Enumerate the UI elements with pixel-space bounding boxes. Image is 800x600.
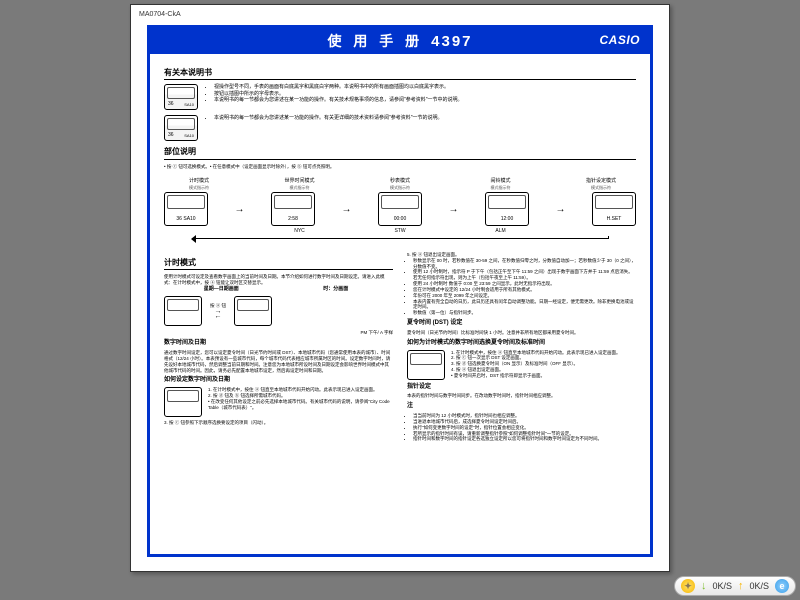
manual-title: 使 用 手 册 bbox=[327, 31, 423, 51]
notes-header: 注 bbox=[407, 403, 636, 411]
about-bullets-2: 本说明书的每一节都会为您讲述某一功能的操作。有关更详细的技术资料请参阅"参考资料… bbox=[206, 115, 443, 141]
dst-header: 夏令时间 (DST) 设定 bbox=[407, 320, 636, 328]
brand-logo: CASIO bbox=[599, 33, 640, 47]
return-arrow bbox=[192, 238, 607, 244]
mode-watch-3: 00:00 bbox=[378, 192, 422, 226]
document-page: MA0704-CkA 使 用 手 册 4397 CASIO 有关本说明书 SA1… bbox=[130, 4, 670, 572]
digital-time-header: 数字时间及日期 bbox=[164, 340, 393, 348]
model-number: 4397 bbox=[431, 33, 472, 50]
globe-icon[interactable]: e bbox=[775, 579, 789, 593]
upload-speed: 0K/S bbox=[749, 581, 769, 591]
mode-watch-4: 12:00 bbox=[485, 192, 529, 226]
title-band: 使 用 手 册 4397 CASIO bbox=[150, 28, 650, 54]
mini-watch-left bbox=[164, 296, 202, 326]
page-content: 有关本说明书 SA10 视操作型号不同，手表的画面有白底黑字和黑底白字两种。本说… bbox=[150, 54, 650, 450]
mode-watch-1: 36 SA10 bbox=[164, 192, 208, 226]
arrow-icon: → bbox=[235, 203, 245, 216]
section-about-header: 有关本说明书 bbox=[164, 68, 636, 80]
doc-id-label: MA0704-CkA bbox=[139, 11, 181, 18]
notes-list: 当当前时间为 12 小时模式时，指针时间也相应调整。 当进退本地城市代码后，成选… bbox=[407, 413, 636, 442]
status-bar: ✦ ↓ 0K/S ↑ 0K/S e bbox=[674, 576, 796, 596]
arrow-icon: → bbox=[342, 203, 352, 216]
section-parts-header: 部位说明 bbox=[164, 147, 636, 159]
arrow-icon: → bbox=[449, 203, 459, 216]
right-bullets: 秒数显示在 00 时，若秒数值在 30-59 之间，在秒数值归零之时，分数值自动… bbox=[407, 258, 636, 316]
watch-illustration: SA10 bbox=[164, 115, 198, 141]
screen-swap-diagram: 按 ⓐ 钮 →← bbox=[164, 296, 393, 326]
status-dot-icon[interactable]: ✦ bbox=[681, 579, 695, 593]
section-timing-header: 计时模式 bbox=[164, 258, 393, 270]
download-speed: 0K/S bbox=[712, 581, 732, 591]
about-bullets-1: 视操作型号不同，手表的画面有白底黑字和黑底白字两种。本说明书中的所有画面插图均以… bbox=[206, 84, 463, 110]
arrow-icon: → bbox=[556, 203, 566, 216]
left-column: 计时模式 使用计时模式可设定及查看数字画面上的当前时间及日期。本节介绍如何进行数… bbox=[164, 252, 393, 442]
watch-illustration: SA10 bbox=[164, 84, 198, 110]
upload-arrow-icon: ↑ bbox=[738, 580, 744, 592]
hand-header: 指针设定 bbox=[407, 384, 636, 392]
page-border: 使 用 手 册 4397 CASIO 有关本说明书 SA10 视操作型号不同，手… bbox=[147, 25, 653, 557]
switch-header: 如何为计时模式的数字时间选换夏令时间及标准时间 bbox=[407, 340, 636, 348]
mode-flow-diagram: 计时模式 世界时间模式 秒表模式 闹铃模式 指针设定模式 模式指示符 模式指示符… bbox=[164, 178, 636, 244]
mini-watch-howto bbox=[164, 387, 202, 417]
mode-watch-2: 2:58 bbox=[271, 192, 315, 226]
mode-watch-5: H.SET bbox=[592, 192, 636, 226]
right-column: 5. 按 ⓐ 钮退出设定画面。 秒数显示在 00 时，若秒数值在 30-59 之… bbox=[407, 252, 636, 442]
mini-watch-right bbox=[234, 296, 272, 326]
howto-header: 如何设定数字时间及日期 bbox=[164, 377, 393, 385]
parts-note: • 按 ⓒ 钮可选换模式。• 在任意模式中（设定画面显示时除外），按 ⓑ 钮可点… bbox=[164, 164, 636, 170]
download-arrow-icon: ↓ bbox=[701, 580, 707, 592]
mini-watch-dst bbox=[407, 350, 445, 380]
